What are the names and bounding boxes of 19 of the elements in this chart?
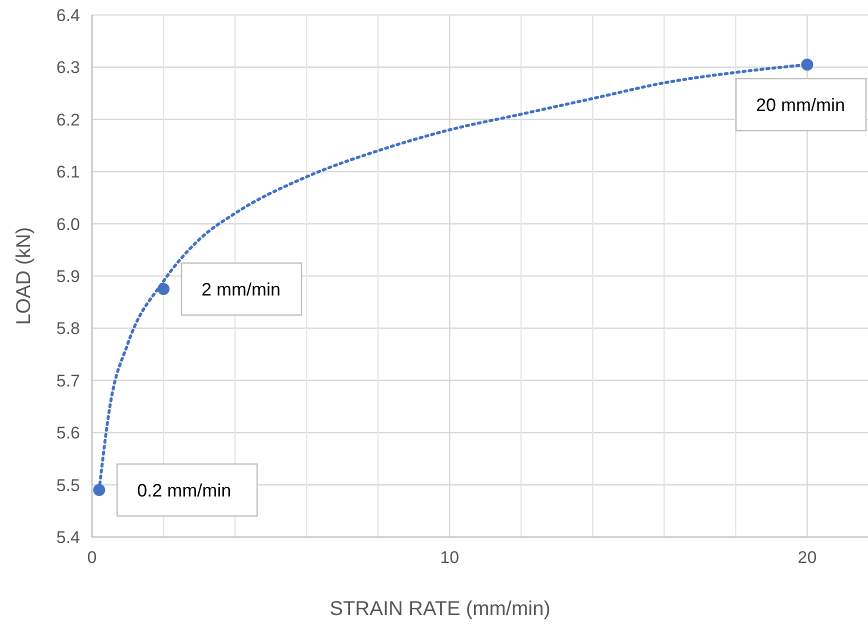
y-tick-label: 6.1 [56,162,80,182]
y-tick-label: 6.3 [56,58,80,78]
y-tick-label: 6.4 [56,6,80,25]
y-tick-label: 5.8 [56,319,80,338]
annotation: 0.2 mm/min [137,480,232,500]
x-tick-label: 0 [87,548,97,567]
y-tick-label: 6.0 [56,214,80,234]
y-tick-label: 6.2 [56,110,80,130]
annotation: 2 mm/min [202,279,281,300]
y-tick-label: 5.4 [56,528,80,547]
y-tick-label: 5.7 [56,371,80,390]
x-tick-label: 20 [798,548,817,567]
x-tick-label: 10 [440,548,460,567]
y-tick-label: 5.6 [56,424,80,443]
x-axis-title: STRAIN RATE (mm/min) [330,598,550,620]
y-tick-label: 5.9 [56,266,80,286]
annotation: 20 mm/min [756,94,846,115]
y-tick-label: 5.5 [56,476,80,495]
y-axis-title: LOAD (kN) [13,227,35,325]
